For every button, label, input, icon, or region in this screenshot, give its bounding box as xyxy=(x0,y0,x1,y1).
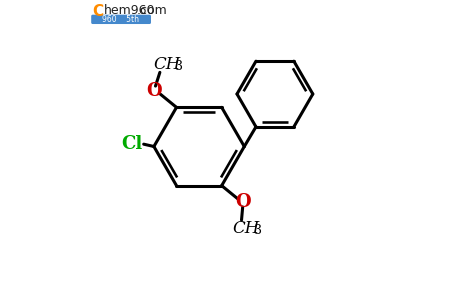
Text: CH: CH xyxy=(232,220,260,237)
Text: Cl: Cl xyxy=(121,135,142,153)
Text: 3: 3 xyxy=(175,60,183,73)
Text: methoxy: methoxy xyxy=(142,95,173,101)
Text: CH: CH xyxy=(154,56,181,73)
FancyBboxPatch shape xyxy=(91,15,151,24)
Text: hem960: hem960 xyxy=(103,4,155,17)
Text: .com: .com xyxy=(137,4,167,17)
Text: 960    5th: 960 5th xyxy=(102,15,139,24)
Text: O: O xyxy=(146,82,162,100)
Text: C: C xyxy=(92,4,104,19)
Text: 3: 3 xyxy=(254,224,262,237)
Text: O: O xyxy=(236,193,251,211)
